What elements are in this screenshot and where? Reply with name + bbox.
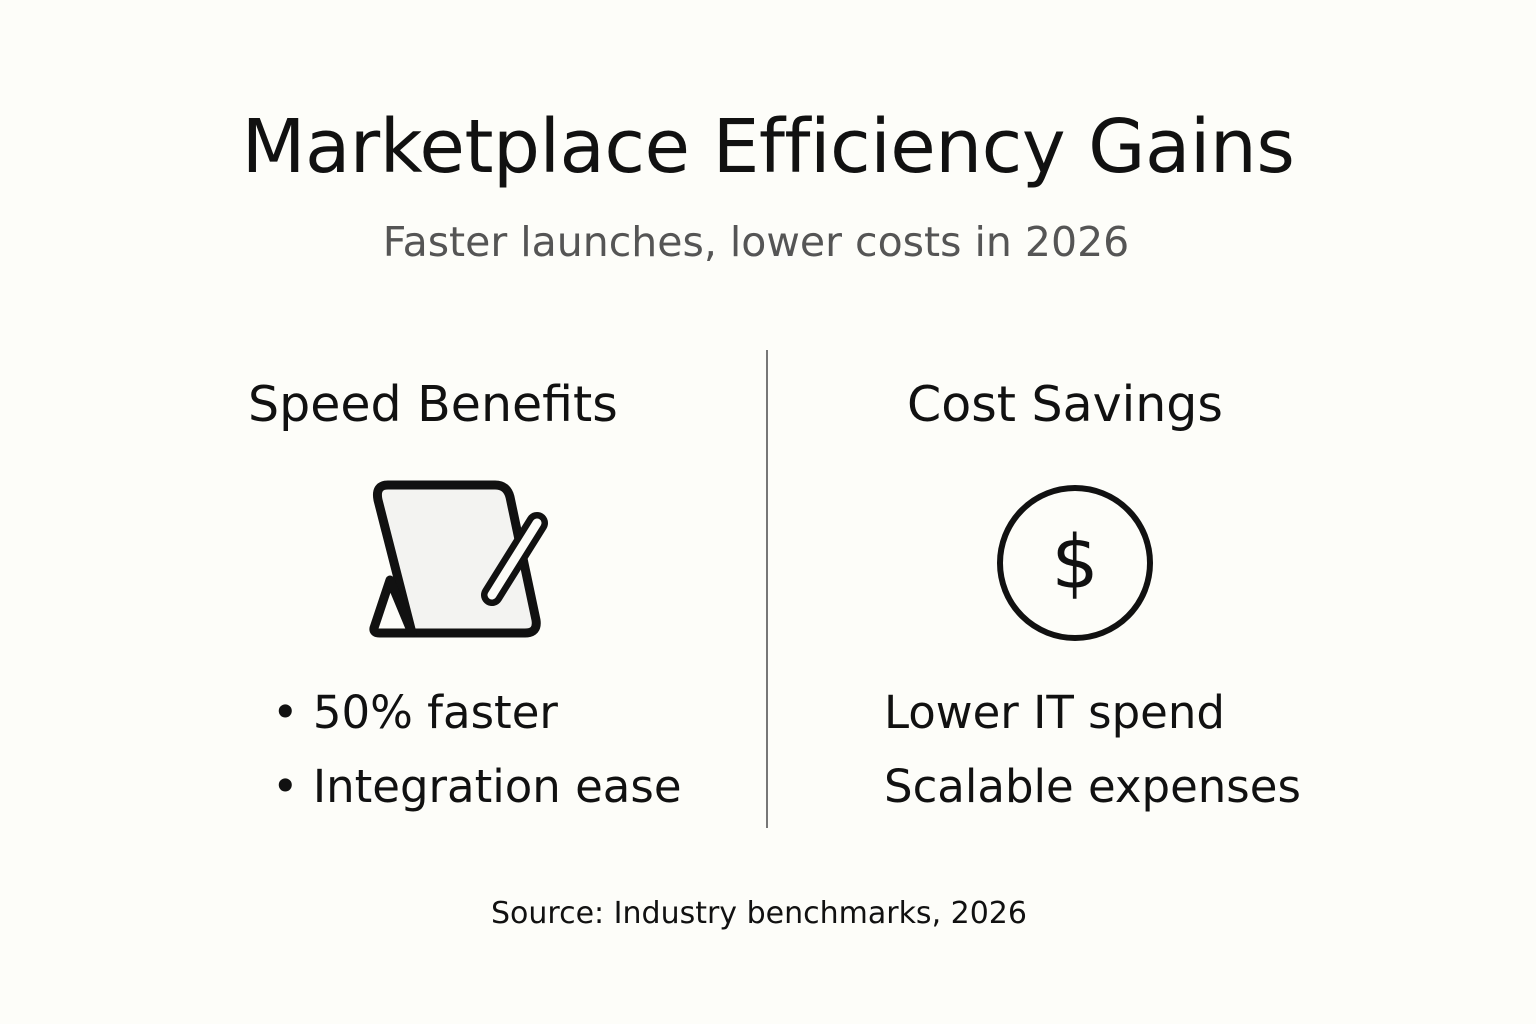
- list-item: • Integration ease: [272, 760, 682, 813]
- dollar-circle-icon: $: [997, 485, 1153, 641]
- page-subtitle: Faster launches, lower costs in 2026: [382, 218, 1130, 266]
- bullet: •: [272, 760, 299, 813]
- cost-savings-heading: Cost Savings: [907, 376, 1223, 433]
- svg-text:$: $: [1051, 520, 1098, 606]
- tablet-stylus-icon: [369, 480, 548, 638]
- speed-benefits-heading: Speed Benefits: [248, 376, 618, 433]
- source-note: Source: Industry benchmarks, 2026: [490, 896, 1027, 931]
- list-item: Lower IT spend: [884, 686, 1225, 739]
- column-divider: [766, 350, 768, 828]
- list-item: • 50% faster: [272, 686, 558, 739]
- list-item: Scalable expenses: [884, 760, 1301, 813]
- bullet: •: [272, 686, 299, 739]
- page-title: Marketplace Efficiency Gains: [241, 104, 1295, 190]
